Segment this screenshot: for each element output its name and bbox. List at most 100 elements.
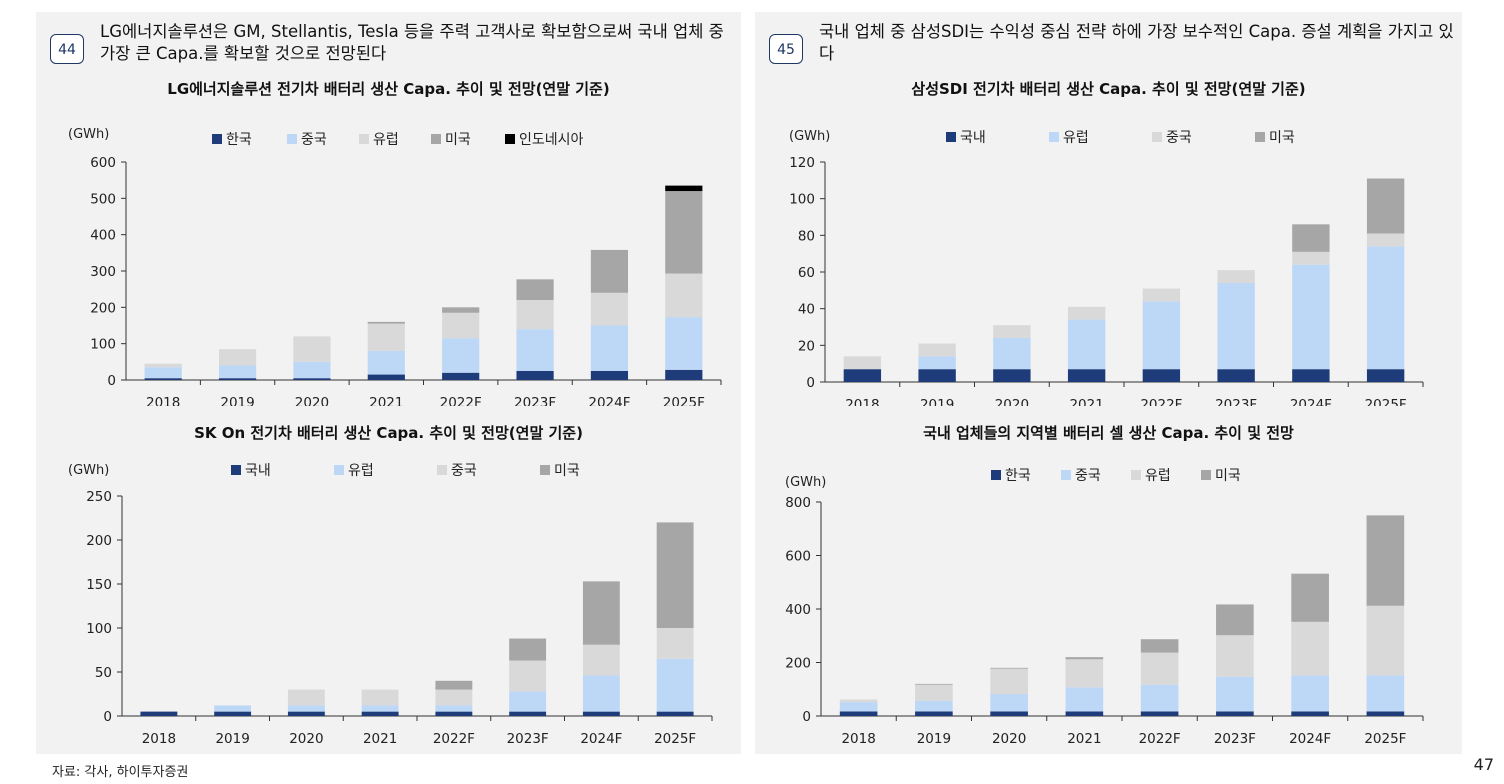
bar-segment [990, 667, 1028, 669]
bar-segment [1140, 652, 1179, 685]
chart-title: 국내 업체들의 지역별 배터리 셀 생산 Capa. 추이 및 전망 [923, 424, 1294, 442]
legend-label: 유럽 [348, 463, 374, 479]
chart-title: SK On 전기차 배터리 생산 Capa. 추이 및 전망(연말 기준) [194, 424, 583, 442]
x-tick-label: 2024F [588, 395, 630, 406]
bar-segment [918, 356, 956, 370]
chart-svg: (GWh) 0 200 400 600 800 2018 2019 2020 2021 2022F 2… [785, 468, 1424, 747]
chart-svg: (GWh) 0 50 100 150 200 250 2018 2019 2020 2021 2022… [68, 463, 713, 747]
legend-swatch [1131, 470, 1141, 480]
y-tick-label: 0 [806, 375, 815, 391]
legend-label: 유럽 [373, 132, 399, 148]
legend-label: 중국 [1166, 130, 1192, 146]
y-tick-label: 120 [789, 155, 815, 171]
x-tick-label: 2022F [1140, 397, 1182, 406]
legend-swatch [946, 132, 956, 142]
legend-label: 중국 [451, 463, 477, 479]
bar-segment [582, 675, 620, 712]
x-tick-label: 2021 [1067, 731, 1101, 747]
bar-segment [509, 660, 547, 692]
legend-swatch [359, 134, 369, 144]
bar-segment [590, 292, 629, 326]
legend-swatch [1152, 132, 1162, 142]
bar-segment [1065, 659, 1104, 688]
y-tick-label: 200 [86, 533, 112, 549]
y-tick-label: 100 [86, 621, 112, 637]
bar-segment [1292, 224, 1330, 252]
y-tick-label: 100 [789, 192, 815, 208]
bar-segment [1216, 676, 1254, 712]
bar-segment [1065, 657, 1104, 660]
bar-segment [1292, 251, 1330, 265]
bar-segment [918, 343, 956, 357]
y-tick-label: 50 [95, 665, 112, 681]
bar-segment [293, 336, 331, 362]
bar-segment [990, 711, 1028, 716]
bar-segment [1366, 515, 1405, 606]
panel-header: 45 국내 업체 중 삼성SDI는 수익성 중심 전략 하에 가장 보수적인 C… [767, 18, 1454, 74]
x-tick-label: 2022F [433, 731, 475, 747]
x-tick-label: 2023F [507, 731, 549, 747]
bar-segment [144, 378, 182, 380]
legend-label: 미국 [554, 463, 580, 479]
bar-segment [218, 365, 257, 379]
figure-number-badge: 45 [769, 34, 803, 64]
bar-segment [839, 711, 878, 716]
bar-segment [590, 325, 629, 371]
bar-segment [1366, 369, 1405, 382]
y-tick-label: 0 [107, 373, 116, 389]
x-tick-label: 2021 [369, 395, 403, 406]
bar-segment [993, 325, 1031, 338]
bar-segment [915, 683, 953, 685]
legend-swatch [1255, 132, 1265, 142]
bar-segment [1142, 369, 1181, 382]
bar-segment [1216, 711, 1254, 716]
bar-segment [990, 694, 1028, 712]
bar-segment [516, 279, 554, 301]
page-number: 47 [1473, 755, 1494, 774]
bar-segment [140, 711, 178, 716]
y-tick-label: 60 [798, 265, 815, 281]
bar-segment [839, 702, 878, 712]
bar-segment [144, 363, 182, 368]
bar-segment [1067, 369, 1106, 382]
bar-segment [361, 689, 399, 706]
chart-svg: (GWh) 0 100 200 300 400 500 600 2018 2019 2020 2021… [68, 127, 722, 411]
x-tick-label: 2025F [1364, 731, 1406, 747]
chart-lg-capa: LG에너지솔루션 전기차 배터리 생산 Capa. 추이 및 전망(연말 기준)… [36, 76, 741, 411]
legend-swatch [287, 134, 297, 144]
bar-segment [665, 317, 703, 370]
bar-segment [590, 370, 629, 380]
legend-swatch [334, 465, 344, 475]
bar-segment [1142, 288, 1181, 302]
x-tick-label: 2019 [920, 397, 954, 406]
y-tick-label: 150 [86, 577, 112, 593]
y-tick-label: 800 [785, 495, 811, 511]
x-tick-label: 2018 [146, 395, 180, 406]
bar-segment [509, 691, 547, 712]
y-tick-label: 100 [90, 337, 116, 353]
y-tick-label: 0 [103, 709, 112, 725]
bar-segment [1217, 283, 1255, 370]
bar-segment [367, 323, 405, 351]
figure-number-badge: 44 [50, 34, 84, 64]
bar-segment [144, 367, 182, 379]
legend-swatch [991, 470, 1001, 480]
bar-segment [1216, 635, 1254, 677]
bar-segment [582, 644, 620, 676]
bar-segment [367, 350, 405, 375]
bar-segment [843, 369, 882, 382]
bar-segment [1067, 306, 1106, 320]
y-axis-unit-label: (GWh) [68, 463, 109, 478]
bar-segment [1366, 178, 1405, 234]
y-tick-label: 600 [785, 549, 811, 565]
legend-swatch [431, 134, 441, 144]
bar-segment [582, 711, 620, 716]
bar-segment [665, 191, 703, 274]
legend-swatch [1201, 470, 1211, 480]
legend-label: 한국 [1005, 468, 1031, 484]
x-tick-label: 2024F [1289, 731, 1331, 747]
bar-segment [656, 658, 694, 712]
bar-segment [993, 369, 1031, 382]
legend-label: 중국 [1075, 468, 1101, 484]
chart-title: 삼성SDI 전기차 배터리 생산 Capa. 추이 및 전망(연말 기준) [911, 80, 1306, 98]
